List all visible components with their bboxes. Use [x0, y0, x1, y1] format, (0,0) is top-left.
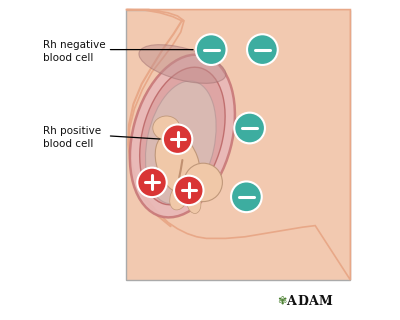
Polygon shape [126, 10, 350, 280]
Text: ✾: ✾ [277, 296, 286, 306]
Text: A: A [308, 295, 318, 308]
Ellipse shape [146, 81, 216, 204]
Text: Rh positive
blood cell: Rh positive blood cell [43, 126, 101, 149]
Text: Rh negative
blood cell: Rh negative blood cell [43, 40, 106, 63]
Circle shape [137, 168, 167, 197]
Ellipse shape [170, 184, 189, 210]
Text: A: A [286, 295, 296, 308]
Circle shape [231, 181, 262, 212]
Ellipse shape [153, 116, 180, 140]
Ellipse shape [140, 67, 225, 205]
Text: .: . [314, 295, 319, 308]
Ellipse shape [130, 55, 235, 217]
FancyBboxPatch shape [126, 10, 350, 280]
Text: .: . [326, 295, 330, 308]
Text: M: M [318, 295, 332, 308]
Circle shape [184, 163, 222, 202]
Circle shape [196, 34, 226, 65]
Text: D: D [298, 295, 309, 308]
Circle shape [163, 124, 192, 154]
Circle shape [247, 34, 278, 65]
Ellipse shape [186, 190, 201, 213]
Ellipse shape [155, 132, 200, 194]
Circle shape [174, 176, 204, 205]
Ellipse shape [139, 45, 226, 83]
Text: .: . [304, 295, 309, 308]
Circle shape [234, 113, 265, 143]
Text: .: . [293, 295, 297, 308]
